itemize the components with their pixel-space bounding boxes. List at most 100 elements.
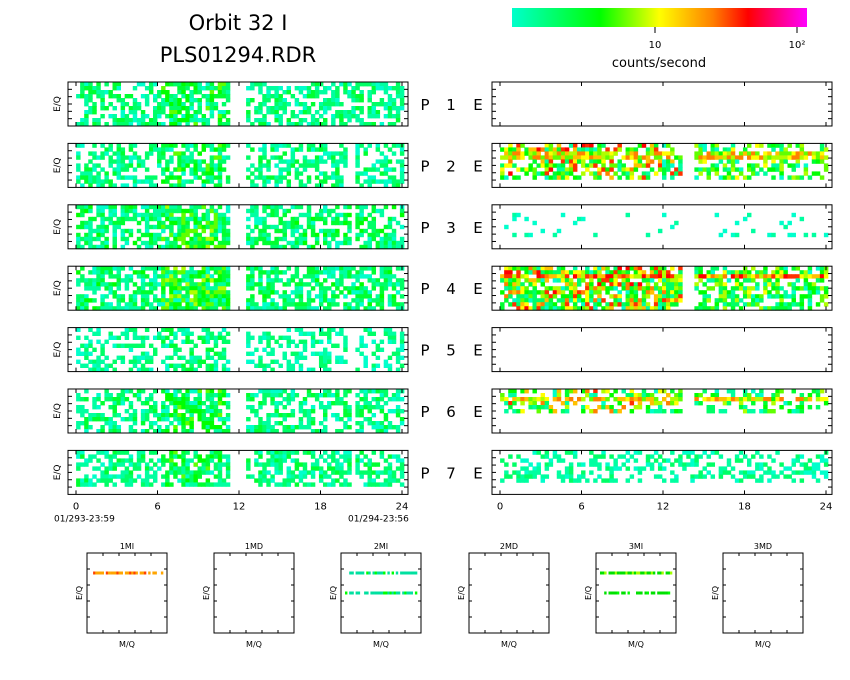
mass-spectrum-mark <box>633 571 637 575</box>
mass-spectrum-mark <box>610 591 613 595</box>
row-3: E/Q P 3 E <box>53 204 833 250</box>
mass-spectrum-mark <box>355 591 358 595</box>
colorbar-tick-10: 10 <box>649 40 662 51</box>
mass-spectrum-mark <box>112 571 115 575</box>
ion-panel-5-cells <box>76 327 405 372</box>
mass-panel-ylabel: E/Q <box>584 586 593 600</box>
ion-panel-ylabel: E/Q <box>53 464 63 480</box>
mass-spectrum-mark <box>124 571 128 575</box>
mass-spectrum-mark <box>391 571 394 575</box>
mass-panel-title: 1MD <box>245 542 263 551</box>
mass-spectrum-mark <box>381 571 384 575</box>
mass-spectrum-mark <box>349 571 352 575</box>
mass-spectrum-mark <box>623 571 626 575</box>
mass-spectrum-mark <box>650 571 654 575</box>
mass-spectrum-mark <box>669 571 673 575</box>
row-p-label: P <box>420 342 429 360</box>
mass-spectrum-mark <box>370 591 373 595</box>
electron-time-tick-label: 6 <box>578 501 584 512</box>
row-e-label: E <box>473 464 482 482</box>
mass-panel-ylabel: E/Q <box>75 586 84 600</box>
mass-spectrum-mark <box>368 571 371 575</box>
mass-spectrum-mark <box>372 571 375 575</box>
mass-spectrum-mark <box>627 571 630 575</box>
mass-spectrum-mark <box>610 571 613 575</box>
mass-panel-ylabel: E/Q <box>202 586 211 600</box>
mass-spectrum-mark <box>652 571 656 575</box>
mass-spectrum-mark <box>116 571 119 575</box>
ion-panel-3-cells <box>76 204 405 250</box>
ion-panel-4-cells <box>76 266 405 311</box>
mass-spectrum-mark <box>406 571 409 575</box>
mass-panel-xlabel: M/Q <box>246 640 262 649</box>
electron-panel-5 <box>491 327 833 373</box>
mass-spectrum-mark <box>408 571 411 575</box>
mass-spectrum-mark <box>404 591 407 595</box>
mass-spectrum-mark <box>659 571 662 575</box>
mass-spectrum-mark <box>631 571 635 575</box>
mass-spectrum-mark <box>665 571 668 575</box>
mass-spectrum-mark <box>627 591 630 595</box>
colorbar: 10 10² counts/second <box>512 8 807 71</box>
electron-panel-2-cells <box>500 143 829 180</box>
mass-spectrum-mark <box>97 571 100 575</box>
mass-spectrum-mark <box>389 591 392 595</box>
time-end-label: 01/294-23:56 <box>348 514 409 524</box>
row-6: E/Q P 6 E <box>53 388 833 434</box>
mass-panel-frame <box>340 552 422 634</box>
mass-spectrum-mark <box>616 591 620 595</box>
row-number-label: 2 <box>446 157 456 175</box>
colorbar-label: counts/second <box>612 56 706 71</box>
mass-panel-xlabel: M/Q <box>628 640 644 649</box>
electron-panel-5-frame <box>491 327 833 373</box>
mass-spectrum-mark <box>667 571 671 575</box>
mass-spectrum-mark <box>621 571 624 575</box>
mass-spectrum-mark <box>385 591 388 595</box>
mass-spectrum-mark <box>95 571 98 575</box>
mass-spectrum-mark <box>410 571 413 575</box>
row-p-label: P <box>420 464 429 482</box>
mass-spectrum-mark <box>101 571 104 575</box>
mass-spectrum-mark <box>366 571 369 575</box>
mass-panel-1MI: 1MI E/Q M/Q <box>75 542 168 649</box>
mass-panel-title: 3MD <box>754 542 772 551</box>
mass-spectrum-mark <box>408 591 411 595</box>
time-axes: 0 6 12 18 24 0 6 12 18 24 01/293-23:59 01/294-23:56 <box>54 501 832 524</box>
mass-panel-frame <box>213 552 295 634</box>
mass-spectrum-mark <box>131 571 134 575</box>
ion-time-tick-label: 12 <box>233 501 246 512</box>
mass-panel-title: 3MI <box>629 542 643 551</box>
mass-spectrum-mark <box>625 571 628 575</box>
mass-panel-ylabel: E/Q <box>457 586 466 600</box>
ion-panel-ylabel: E/Q <box>53 96 63 112</box>
mass-panel-2MI: 2MI E/Q M/Q <box>329 542 422 649</box>
mass-panel-title: 1MI <box>120 542 134 551</box>
colorbar-gradient <box>512 8 807 27</box>
mass-spectrum-mark <box>657 571 660 575</box>
mass-spectrum-mark <box>372 591 375 595</box>
row-p-label: P <box>420 280 429 298</box>
mass-spectrum-mark <box>133 571 136 575</box>
colorbar-tick-100: 10² <box>789 40 806 51</box>
row-2: E/Q P 2 E <box>53 142 833 188</box>
row-1: E/Q P 1 E <box>53 81 833 127</box>
time-start-label: 01/293-23:59 <box>54 514 115 524</box>
mass-spectrum-mark <box>139 571 143 575</box>
mass-panel-1MD: 1MD E/Q M/Q <box>202 542 295 649</box>
ion-panel-5 <box>67 327 409 373</box>
mass-spectrum-mark <box>410 591 413 595</box>
mass-spectra-panels: 1MI E/Q M/Q 1MD E/Q M/Q 2MI E/Q M/Q 2MD E/Q M/Q 3MI E… <box>75 542 804 649</box>
mass-spectrum-mark <box>400 571 403 575</box>
mass-spectrum-mark <box>638 571 641 575</box>
mass-spectrum-mark <box>393 591 397 595</box>
figure-title-line2: PLS01294.RDR <box>160 43 317 67</box>
mass-spectrum-mark <box>383 591 386 595</box>
mass-panel-2MD: 2MD E/Q M/Q <box>457 542 550 649</box>
mass-spectrum-mark <box>143 571 147 575</box>
mass-spectrum-mark <box>120 571 123 575</box>
mass-spectrum-mark <box>129 571 132 575</box>
mass-panel-3MD: 3MD E/Q M/Q <box>711 542 804 649</box>
ion-panel-4 <box>67 265 409 311</box>
mass-spectrum-mark <box>114 571 117 575</box>
